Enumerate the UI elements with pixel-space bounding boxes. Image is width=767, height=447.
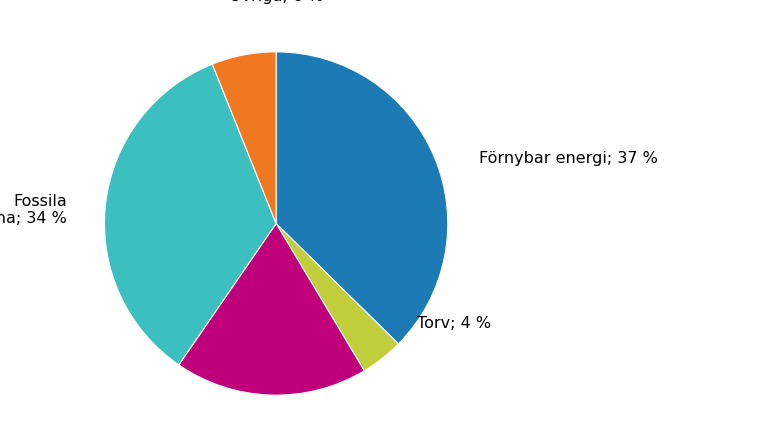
Wedge shape xyxy=(212,52,276,224)
Text: Fossila
bränslena; 34 %: Fossila bränslena; 34 % xyxy=(0,194,67,226)
Wedge shape xyxy=(179,224,364,395)
Text: Torv; 4 %: Torv; 4 % xyxy=(417,316,491,330)
Wedge shape xyxy=(276,52,448,344)
Text: Förnybar energi; 37 %: Förnybar energi; 37 % xyxy=(479,151,657,166)
Wedge shape xyxy=(104,64,276,365)
Text: Övriga; 6 %: Övriga; 6 % xyxy=(229,0,324,4)
Wedge shape xyxy=(276,224,398,371)
